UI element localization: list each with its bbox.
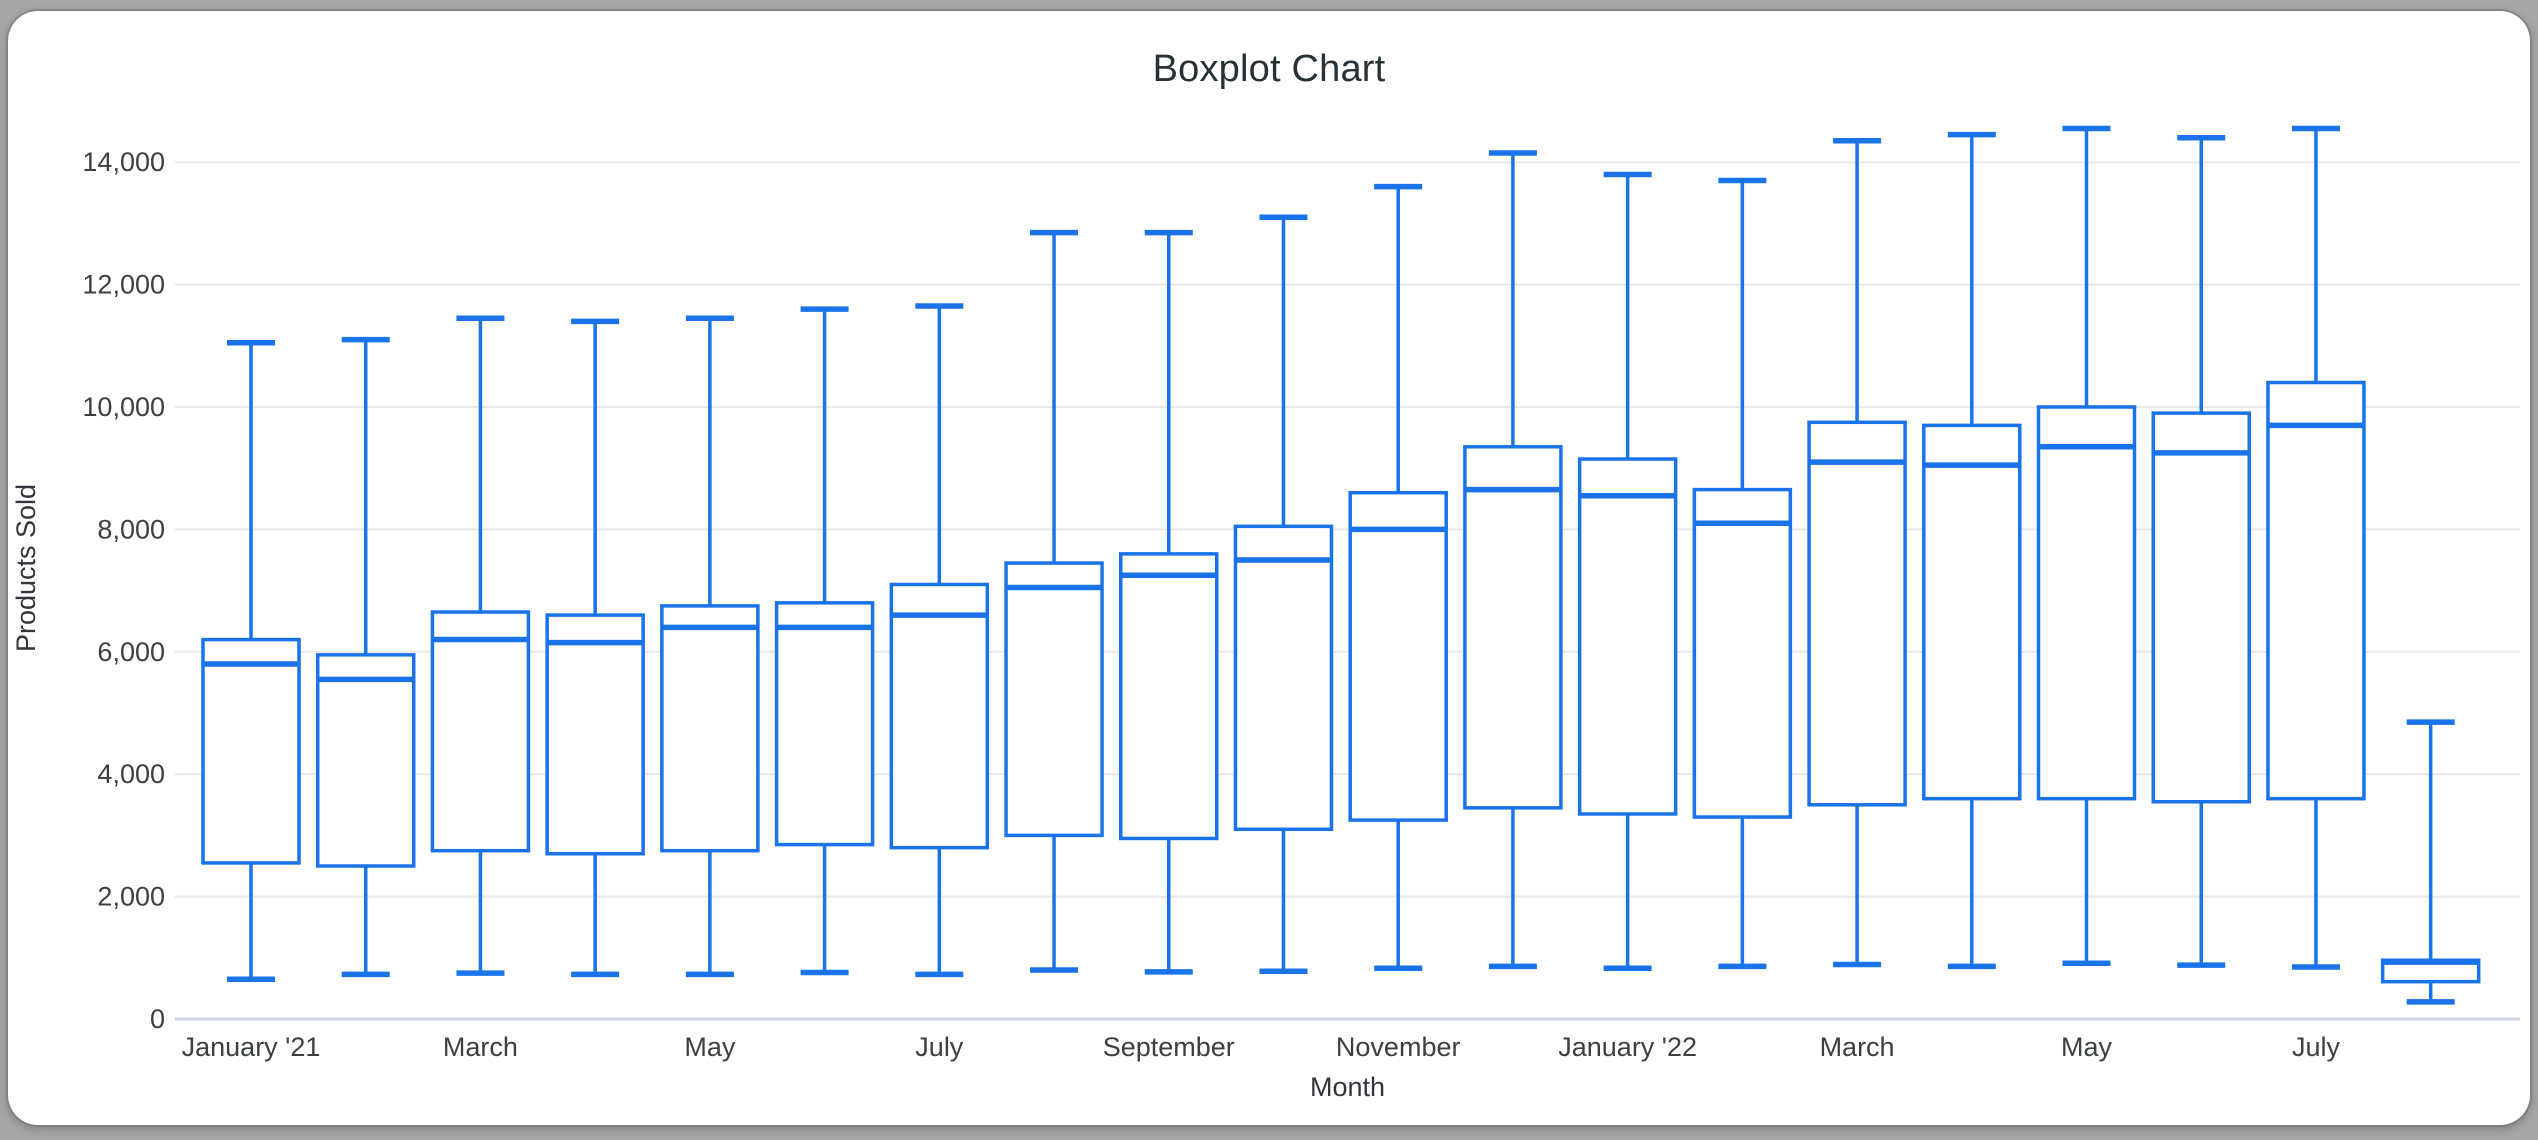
x-tick-label: July bbox=[915, 1032, 964, 1062]
x-tick-label: September bbox=[1103, 1032, 1235, 1062]
boxplot-16[interactable] bbox=[1922, 131, 2022, 970]
boxplot-20[interactable] bbox=[2380, 719, 2481, 1005]
x-tick-label: May bbox=[684, 1032, 736, 1062]
iqr-box bbox=[1807, 420, 1907, 807]
boxplot-1[interactable] bbox=[201, 339, 301, 982]
x-tick-label: May bbox=[2061, 1032, 2113, 1062]
iqr-box bbox=[430, 610, 531, 853]
x-tick-label: July bbox=[2292, 1032, 2341, 1062]
y-tick-label: 12,000 bbox=[82, 270, 165, 300]
iqr-box bbox=[1463, 445, 1563, 810]
iqr-box bbox=[889, 582, 990, 850]
x-axis-title: Month bbox=[1309, 1072, 1386, 1102]
boxplot-13[interactable] bbox=[1577, 171, 1678, 971]
iqr-box bbox=[1577, 457, 1678, 816]
boxplot-9[interactable] bbox=[1119, 229, 1219, 975]
boxplot-8[interactable] bbox=[1004, 229, 1104, 973]
boxplot-11[interactable] bbox=[1348, 183, 1448, 971]
boxplot-7[interactable] bbox=[889, 303, 990, 978]
y-tick-label: 14,000 bbox=[82, 147, 165, 177]
iqr-box bbox=[1233, 524, 1334, 832]
boxplot-4[interactable] bbox=[545, 318, 645, 978]
x-tick-label: January '21 bbox=[182, 1032, 321, 1062]
iqr-box bbox=[315, 653, 416, 868]
iqr-box bbox=[2266, 380, 2366, 801]
boxplot-19[interactable] bbox=[2266, 125, 2366, 970]
iqr-box bbox=[2036, 405, 2137, 801]
y-tick-label: 8,000 bbox=[97, 514, 165, 544]
iqr-box bbox=[201, 637, 301, 865]
iqr-box bbox=[545, 613, 645, 856]
boxplot-3[interactable] bbox=[430, 315, 531, 976]
boxplot-12[interactable] bbox=[1463, 150, 1563, 970]
boxplot-6[interactable] bbox=[774, 306, 875, 976]
y-tick-label: 2,000 bbox=[97, 882, 165, 912]
x-tick-label: November bbox=[1336, 1032, 1461, 1062]
y-tick-label: 4,000 bbox=[97, 759, 165, 789]
y-tick-label: 10,000 bbox=[82, 392, 165, 422]
iqr-box bbox=[1922, 423, 2022, 801]
x-tick-label: January '22 bbox=[1558, 1032, 1697, 1062]
boxplot-10[interactable] bbox=[1233, 214, 1334, 975]
iqr-box bbox=[660, 604, 760, 853]
y-tick-label: 6,000 bbox=[97, 637, 165, 667]
boxplot-14[interactable] bbox=[1692, 177, 1793, 970]
boxplot-18[interactable] bbox=[2151, 134, 2251, 968]
iqr-box bbox=[1348, 490, 1448, 822]
boxplot-17[interactable] bbox=[2036, 125, 2137, 967]
iqr-box bbox=[2151, 411, 2251, 804]
y-tick-label: 0 bbox=[150, 1004, 165, 1034]
iqr-box bbox=[1004, 561, 1104, 838]
boxplot-2[interactable] bbox=[315, 336, 416, 978]
chart-title: Boxplot Chart bbox=[1152, 48, 1386, 90]
boxplot-15[interactable] bbox=[1807, 138, 1907, 968]
iqr-box bbox=[1119, 552, 1219, 841]
iqr-box bbox=[1692, 487, 1793, 819]
iqr-box bbox=[774, 601, 875, 847]
boxplot-5[interactable] bbox=[660, 315, 760, 978]
x-tick-label: March bbox=[1820, 1032, 1895, 1062]
x-tick-label: March bbox=[443, 1032, 518, 1062]
